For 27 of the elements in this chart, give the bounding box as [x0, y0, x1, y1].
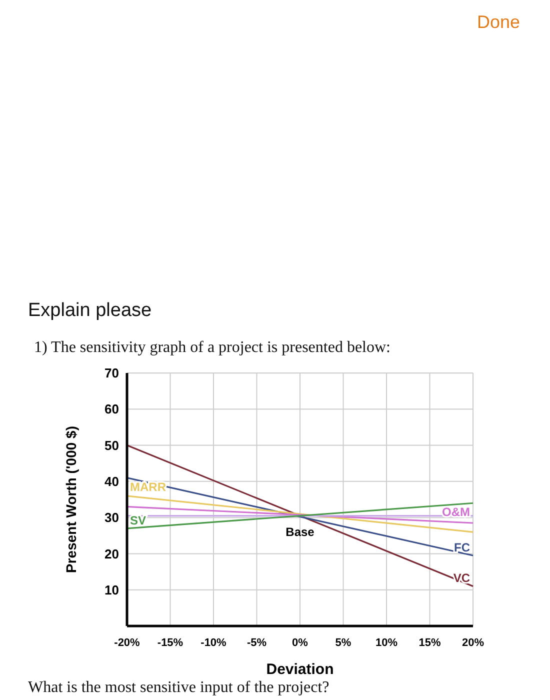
text: Explain please	[28, 300, 152, 321]
y-tick-label: 40	[104, 474, 119, 489]
x-tick-label: 10%	[375, 637, 398, 649]
y-tick-label: 50	[104, 438, 119, 453]
text: What is the most sensitive input of the project?	[28, 679, 330, 696]
x-tick-label: 5%	[335, 637, 352, 649]
x-tick-label: -5%	[246, 637, 267, 649]
x-tick-label: -10%	[200, 637, 227, 649]
series-label: FC	[454, 540, 470, 555]
x-tick-label: 20%	[462, 637, 484, 649]
y-tick-label: 60	[104, 402, 119, 417]
y-axis-title: Present Worth ('000 $)	[63, 426, 79, 573]
x-tick-label: -15%	[157, 637, 184, 649]
series-label: VC	[453, 571, 470, 586]
text: Done	[476, 12, 520, 32]
y-tick-label: 10	[104, 582, 119, 598]
text: 1) The sensitivity graph of a project is presented below:	[34, 339, 390, 356]
x-tick-label: 15%	[418, 637, 441, 649]
annotation: Base	[286, 524, 315, 539]
y-tick-label: 30	[104, 510, 119, 526]
series-label: SV	[130, 513, 146, 528]
x-tick-label: 0%	[292, 637, 308, 649]
series-label: MARR	[130, 480, 166, 494]
x-axis-title: Deviation	[266, 661, 334, 678]
y-tick-label: 70	[104, 366, 119, 381]
y-tick-label: 20	[104, 546, 119, 562]
x-tick-label: -20%	[114, 637, 140, 649]
